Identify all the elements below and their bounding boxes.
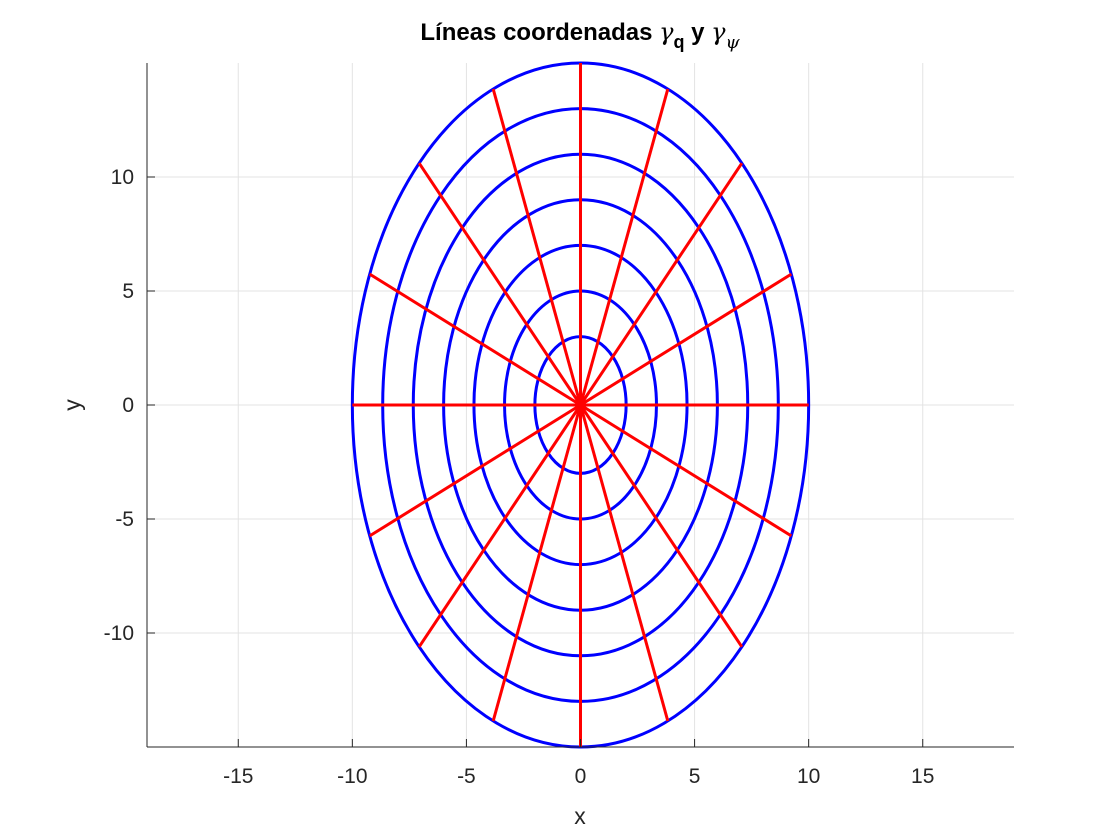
y-tick-label: 0	[122, 394, 134, 417]
title-subscript-q: q	[673, 32, 684, 52]
title-middle: y	[684, 19, 711, 46]
ray-line-8	[368, 272, 582, 407]
y-tick-label: 5	[122, 280, 134, 303]
ray-line-12	[491, 404, 582, 722]
x-tick-label: 5	[689, 765, 701, 788]
y-tick-label: 10	[111, 166, 134, 189]
x-tick-label: -5	[457, 765, 476, 788]
ray-line-2	[579, 272, 793, 407]
x-tick-label: -15	[223, 765, 253, 788]
ray-line-16	[579, 403, 793, 538]
ray-line-7	[417, 162, 582, 406]
title-gamma-2: γ	[711, 18, 726, 46]
y-axis-label: y	[59, 399, 85, 411]
x-tick-label: -10	[337, 765, 367, 788]
x-tick-label: 0	[575, 765, 587, 788]
title-gamma-1: γ	[659, 18, 674, 46]
x-tick-label: 15	[911, 765, 934, 788]
axes	[146, 63, 1014, 748]
ray-series	[352, 63, 809, 747]
y-tick-labels: -10 -5 0 5 10	[104, 166, 134, 645]
y-tick-label: -10	[104, 622, 134, 645]
x-tick-label: 10	[797, 765, 820, 788]
x-axis-label: x	[574, 803, 586, 829]
title-subscript-psi: ψ	[726, 32, 741, 53]
ray-line-3	[579, 162, 744, 406]
ray-line-4	[579, 88, 670, 406]
ray-line-11	[417, 404, 582, 648]
title-prefix: Líneas coordenadas	[420, 19, 659, 46]
ray-line-15	[579, 404, 744, 648]
ray-line-10	[368, 403, 582, 538]
chart-title: Líneas coordenadas γq y γψ	[420, 18, 740, 53]
y-tick-label: -5	[115, 508, 134, 531]
ray-line-6	[491, 88, 582, 406]
ray-line-14	[579, 404, 670, 722]
x-tick-labels: -15 -10 -5 0 5 10 15	[223, 765, 934, 788]
